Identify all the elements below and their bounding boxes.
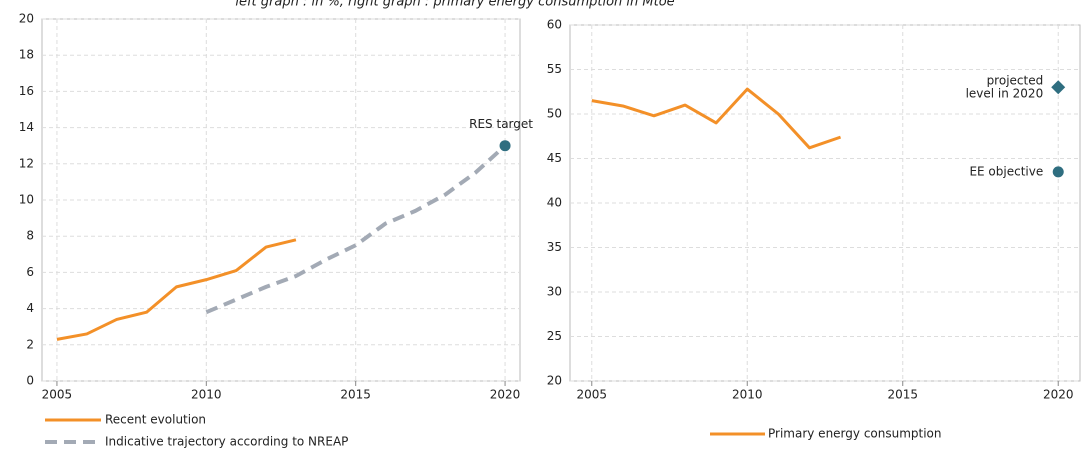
y-tick-label: 10 <box>19 193 34 207</box>
annotation: projected <box>987 73 1044 87</box>
y-tick-label: 60 <box>547 18 562 32</box>
y-tick-label: 0 <box>26 374 34 388</box>
y-tick-label: 25 <box>547 329 562 343</box>
x-tick-label: 2015 <box>887 388 918 402</box>
x-tick-label: 2010 <box>732 388 763 402</box>
legend-label: Recent evolution <box>105 413 206 427</box>
y-tick-label: 16 <box>19 84 34 98</box>
y-tick-label: 40 <box>547 196 562 210</box>
point-marker <box>1051 80 1066 95</box>
y-tick-label: 8 <box>26 229 34 243</box>
point-marker <box>499 140 511 152</box>
x-tick-label: 2020 <box>490 388 521 402</box>
x-tick-label: 2005 <box>42 388 73 402</box>
x-tick-label: 2010 <box>191 388 222 402</box>
series-line <box>56 238 297 341</box>
y-tick-label: 14 <box>19 120 34 134</box>
y-tick-label: 18 <box>19 48 34 62</box>
y-tick-label: 6 <box>26 265 34 279</box>
point-marker <box>1052 166 1064 178</box>
series-line <box>591 87 842 150</box>
y-tick-label: 55 <box>547 62 562 76</box>
y-tick-label: 12 <box>19 156 34 170</box>
x-tick-label: 2005 <box>576 388 607 402</box>
x-tick-label: 2020 <box>1043 388 1074 402</box>
series-line <box>205 144 507 315</box>
annotation: level in 2020 <box>966 86 1044 100</box>
y-tick-label: 30 <box>547 285 562 299</box>
y-tick-label: 45 <box>547 151 562 165</box>
legend-label: Primary energy consumption <box>768 427 942 441</box>
y-tick-label: 35 <box>547 240 562 254</box>
y-tick-label: 2 <box>26 337 34 351</box>
annotation: RES target <box>469 117 533 131</box>
legend-label: Indicative trajectory according to NREAP <box>105 435 348 449</box>
y-tick-label: 50 <box>547 107 562 121</box>
annotation: EE objective <box>969 164 1043 178</box>
y-tick-label: 20 <box>547 374 562 388</box>
caption: left graph : in %, right graph : primary… <box>235 0 674 10</box>
x-tick-label: 2015 <box>340 388 371 402</box>
y-tick-label: 4 <box>26 301 34 315</box>
y-tick-label: 20 <box>19 12 34 26</box>
